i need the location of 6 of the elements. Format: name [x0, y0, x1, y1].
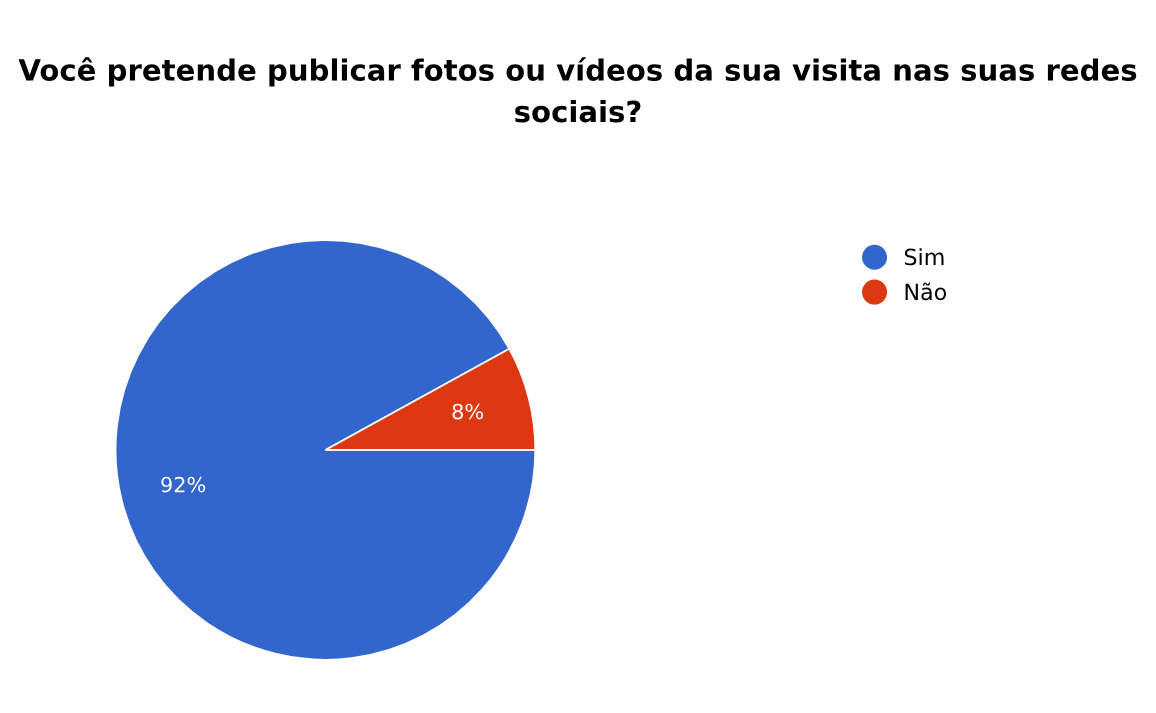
data-label: 8% [452, 403, 484, 420]
pie-slice [114, 239, 537, 661]
chart-title: Você pretende publicar fotos ou vídeos da sua visita nas suas redes sociais? [18, 57, 1137, 123]
legend-label: Não [905, 282, 947, 301]
legend-label: Sim [904, 248, 944, 266]
data-label: 92% [161, 476, 206, 493]
